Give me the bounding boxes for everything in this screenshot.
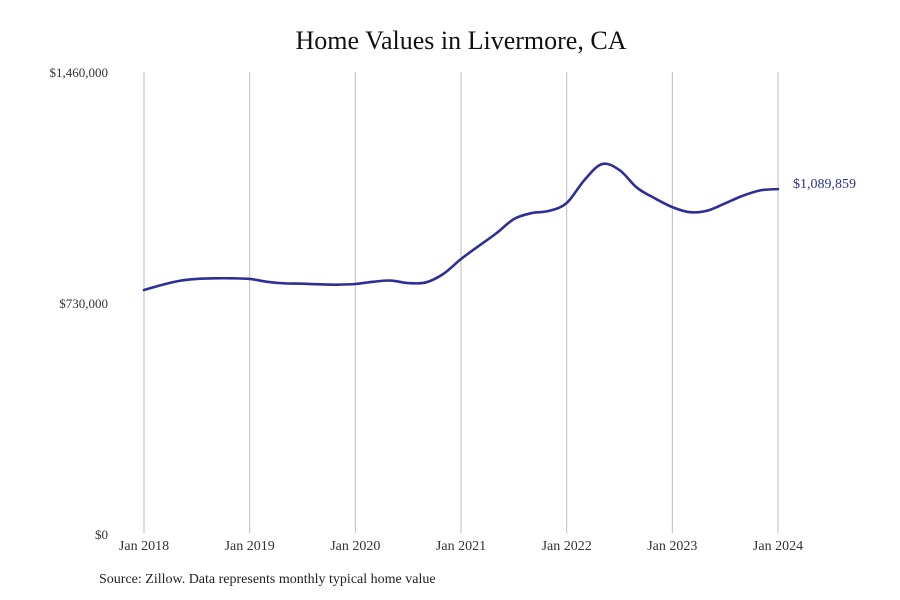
chart-title: Home Values in Livermore, CA [295, 26, 627, 55]
y-tick-label: $0 [95, 527, 108, 542]
x-tick-label: Jan 2021 [436, 539, 486, 554]
x-tick-label: Jan 2019 [225, 539, 275, 554]
x-tick-label: Jan 2018 [119, 539, 169, 554]
x-tick-label: Jan 2023 [647, 539, 697, 554]
x-tick-label: Jan 2020 [330, 539, 380, 554]
y-tick-label: $730,000 [59, 296, 108, 311]
x-tick-label: Jan 2024 [753, 539, 803, 554]
end-value-label: $1,089,859 [793, 177, 856, 192]
series-line [142, 162, 780, 292]
source-note: Source: Zillow. Data represents monthly … [99, 572, 436, 587]
x-tick-label: Jan 2022 [542, 539, 592, 554]
y-tick-label: $1,460,000 [50, 65, 109, 80]
